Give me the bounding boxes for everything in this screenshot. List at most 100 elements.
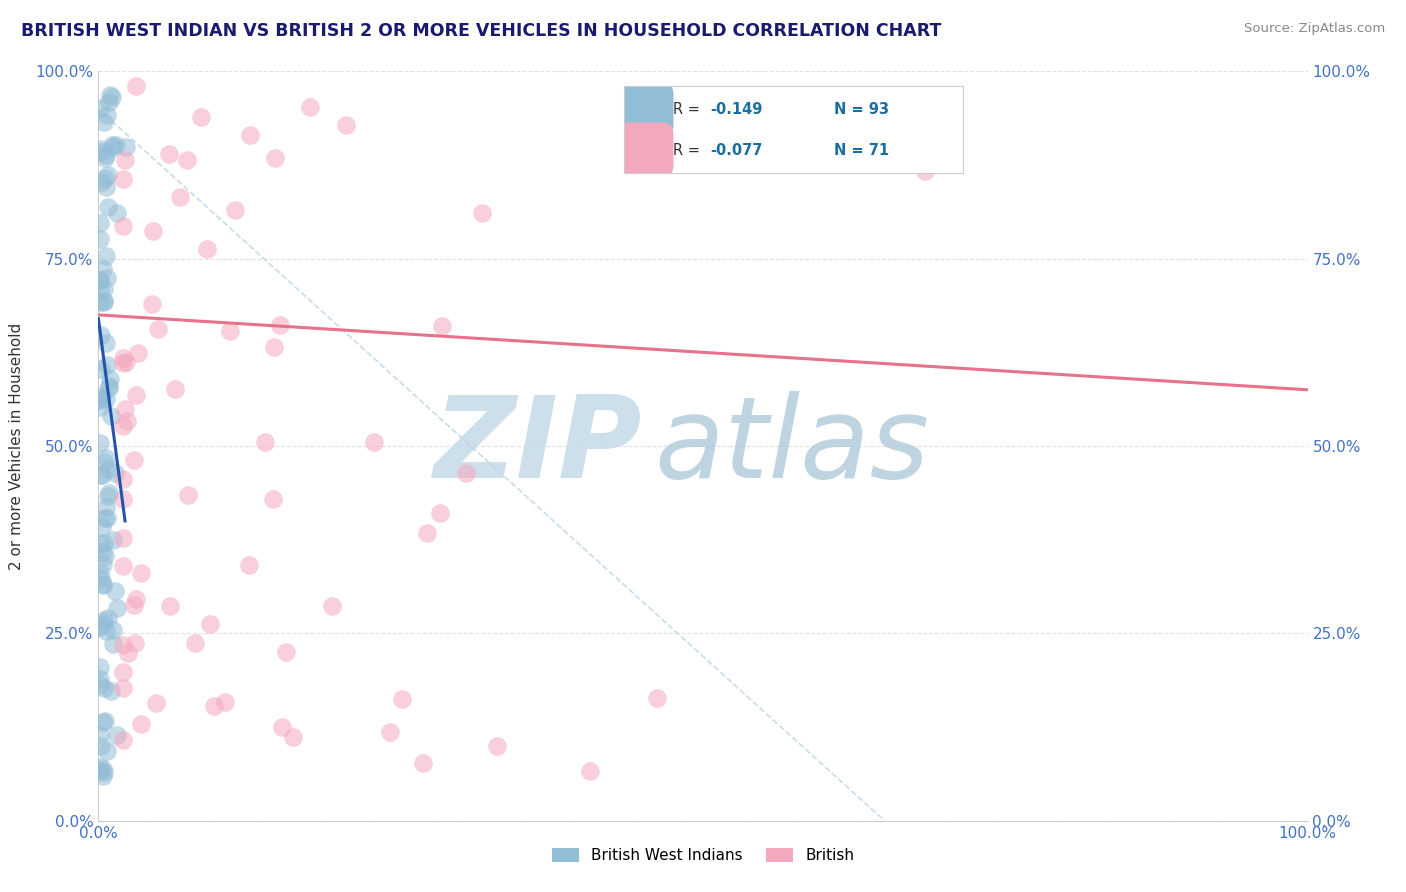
Point <box>117 647 139 661</box>
Point <box>105 206 128 220</box>
Point <box>104 583 127 598</box>
Point <box>100 684 122 698</box>
Point <box>141 297 163 311</box>
Point <box>202 699 225 714</box>
Point <box>270 720 292 734</box>
Point <box>114 153 136 167</box>
Point <box>93 152 115 166</box>
Point <box>111 531 134 545</box>
Point <box>101 90 124 104</box>
Point <box>129 717 152 731</box>
Y-axis label: 2 or more Vehicles in Household: 2 or more Vehicles in Household <box>10 322 24 570</box>
Point <box>91 577 114 591</box>
Point <box>111 219 134 233</box>
Point <box>111 355 134 369</box>
Point <box>93 114 115 128</box>
Point <box>90 145 112 159</box>
Point <box>125 388 148 402</box>
Point <box>262 491 284 506</box>
Point <box>94 624 117 639</box>
Point <box>97 200 120 214</box>
Point <box>378 724 401 739</box>
Point <box>281 730 304 744</box>
Point <box>111 171 134 186</box>
Point <box>89 142 111 156</box>
Point <box>91 714 114 729</box>
Point <box>91 175 114 189</box>
Point <box>101 533 124 548</box>
Point <box>93 536 115 550</box>
Point <box>105 728 128 742</box>
Point <box>471 206 494 220</box>
Point <box>115 414 138 428</box>
Point <box>89 401 111 415</box>
Point <box>94 335 117 350</box>
Point <box>111 665 134 679</box>
Point <box>94 500 117 514</box>
Point <box>89 566 111 580</box>
Point <box>96 451 118 466</box>
Point <box>93 681 115 695</box>
Point <box>94 170 117 185</box>
Point <box>429 507 451 521</box>
Point <box>124 635 146 649</box>
Point <box>101 137 124 152</box>
Point <box>416 525 439 540</box>
Point <box>176 153 198 167</box>
Point <box>97 489 120 503</box>
Point <box>122 598 145 612</box>
Legend: British West Indians, British: British West Indians, British <box>546 841 860 869</box>
Point <box>91 558 114 572</box>
Point <box>111 473 134 487</box>
Point <box>96 107 118 121</box>
Point <box>96 510 118 524</box>
Point <box>89 362 111 376</box>
Point <box>89 436 111 450</box>
Point <box>90 739 112 753</box>
Point <box>89 468 111 483</box>
Point <box>100 409 122 424</box>
Point <box>89 328 111 343</box>
Point <box>269 318 291 333</box>
Point <box>97 381 120 395</box>
Text: BRITISH WEST INDIAN VS BRITISH 2 OR MORE VEHICLES IN HOUSEHOLD CORRELATION CHART: BRITISH WEST INDIAN VS BRITISH 2 OR MORE… <box>21 22 942 40</box>
Point <box>485 739 508 753</box>
Point <box>111 491 134 506</box>
Point <box>96 358 118 372</box>
Point <box>105 600 128 615</box>
Point <box>111 559 134 574</box>
Point <box>89 678 111 692</box>
Point <box>89 728 111 742</box>
Point <box>93 769 115 783</box>
Point <box>169 190 191 204</box>
Point <box>96 744 118 758</box>
Point <box>412 756 434 770</box>
Point <box>264 151 287 165</box>
Point <box>93 295 115 310</box>
Point <box>89 294 111 309</box>
Point <box>159 599 181 614</box>
Point <box>101 637 124 651</box>
Point <box>91 578 114 592</box>
Point <box>111 351 134 365</box>
Point <box>93 510 115 524</box>
Point <box>97 168 120 182</box>
Point <box>93 261 115 276</box>
Point <box>214 695 236 709</box>
Point <box>89 215 111 229</box>
Point <box>263 340 285 354</box>
Point <box>645 691 668 706</box>
Point <box>97 462 120 476</box>
Point <box>89 273 111 287</box>
Point <box>127 346 149 360</box>
Text: ZIP: ZIP <box>434 391 643 501</box>
Point <box>94 392 117 407</box>
Point <box>101 623 124 637</box>
Point <box>142 224 165 238</box>
Point <box>93 617 115 632</box>
Point <box>93 613 115 627</box>
Point <box>97 611 120 625</box>
Point <box>335 118 357 132</box>
Point <box>197 242 219 256</box>
Point <box>97 95 120 109</box>
